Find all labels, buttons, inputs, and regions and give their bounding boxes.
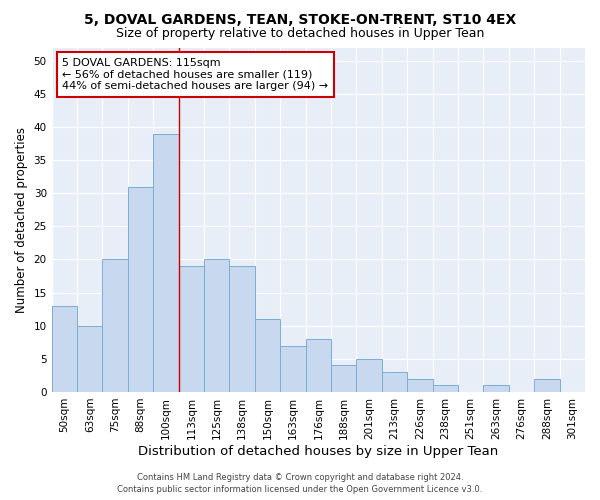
Y-axis label: Number of detached properties: Number of detached properties xyxy=(15,126,28,312)
Text: 5, DOVAL GARDENS, TEAN, STOKE-ON-TRENT, ST10 4EX: 5, DOVAL GARDENS, TEAN, STOKE-ON-TRENT, … xyxy=(84,12,516,26)
Bar xyxy=(280,346,305,392)
Bar xyxy=(305,339,331,392)
Bar xyxy=(331,366,356,392)
Text: Contains HM Land Registry data © Crown copyright and database right 2024.
Contai: Contains HM Land Registry data © Crown c… xyxy=(118,472,482,494)
Bar xyxy=(128,186,153,392)
X-axis label: Distribution of detached houses by size in Upper Tean: Distribution of detached houses by size … xyxy=(138,444,499,458)
Bar xyxy=(433,386,458,392)
Bar xyxy=(103,260,128,392)
Bar xyxy=(382,372,407,392)
Bar xyxy=(255,319,280,392)
Bar xyxy=(534,378,560,392)
Bar xyxy=(52,306,77,392)
Text: Size of property relative to detached houses in Upper Tean: Size of property relative to detached ho… xyxy=(116,28,484,40)
Bar xyxy=(484,386,509,392)
Bar xyxy=(229,266,255,392)
Bar xyxy=(179,266,204,392)
Bar xyxy=(356,359,382,392)
Bar xyxy=(204,260,229,392)
Bar xyxy=(77,326,103,392)
Bar xyxy=(407,378,433,392)
Bar xyxy=(153,134,179,392)
Text: 5 DOVAL GARDENS: 115sqm
← 56% of detached houses are smaller (119)
44% of semi-d: 5 DOVAL GARDENS: 115sqm ← 56% of detache… xyxy=(62,58,328,91)
